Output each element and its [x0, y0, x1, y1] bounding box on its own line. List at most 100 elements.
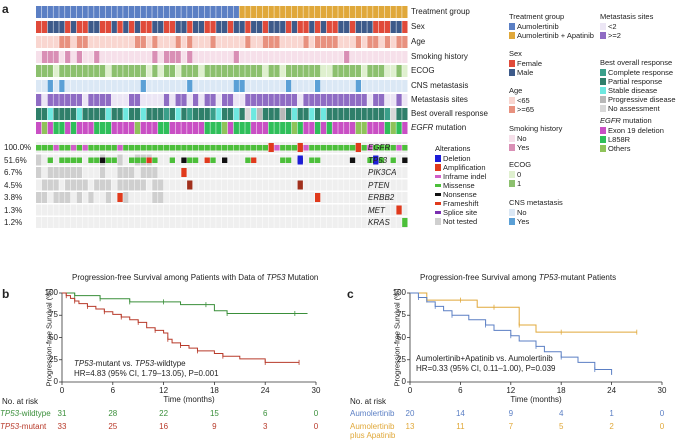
track-cell — [402, 6, 408, 18]
track-cell — [82, 108, 88, 120]
legend-title-text: Treatment group — [509, 12, 565, 21]
gene-cell — [256, 154, 263, 166]
gene-cell — [320, 217, 327, 228]
track-cell — [320, 65, 327, 77]
gene-mut — [105, 157, 112, 163]
gene-mut — [163, 145, 170, 151]
gene-cell — [175, 192, 181, 203]
track-cell — [163, 51, 170, 63]
egfr-suffix: mutation — [433, 123, 467, 132]
track-cell — [210, 51, 216, 63]
track-cell — [140, 21, 146, 33]
gene-cell — [99, 179, 106, 191]
track-cell — [134, 80, 141, 92]
track-cell — [344, 36, 350, 48]
track-cell — [390, 108, 396, 120]
gene-mut — [111, 157, 117, 163]
gene-special — [187, 180, 193, 190]
track-cell — [222, 36, 228, 48]
gene-mut — [99, 145, 106, 151]
gene-special — [297, 143, 303, 152]
legend-item: Stable disease — [608, 86, 658, 95]
gene-cell — [291, 154, 298, 166]
track-cell — [378, 122, 385, 134]
legend-item: Male — [517, 68, 534, 77]
gene-cell — [181, 179, 187, 191]
gene-cell — [65, 204, 71, 216]
track-cell — [239, 21, 245, 33]
track-cell — [41, 6, 48, 18]
track-cell — [117, 122, 123, 134]
track-cell — [338, 6, 344, 18]
gene-cell — [175, 217, 181, 228]
track-cell — [396, 36, 402, 48]
track-cell — [320, 108, 327, 120]
gene-cell — [198, 204, 205, 216]
track-cell — [251, 94, 257, 106]
gene-cell — [233, 192, 239, 203]
track-cell — [65, 65, 71, 77]
gene-cell — [361, 167, 367, 178]
gene-cell — [338, 167, 344, 178]
track-label: Metastasis sites — [411, 95, 468, 104]
legend-item: Inframe indel — [443, 172, 487, 181]
gene-cell — [222, 179, 228, 191]
track-cell — [36, 6, 42, 18]
gene-mut — [245, 145, 251, 151]
gene-cell — [117, 204, 123, 216]
track-cell — [36, 36, 42, 48]
legend-item: No — [517, 134, 527, 143]
track-cell — [152, 94, 158, 106]
track-cell — [280, 108, 286, 120]
track-cell — [175, 21, 181, 33]
track-cell — [251, 65, 257, 77]
track-cell — [111, 122, 117, 134]
gene-cell — [216, 179, 222, 191]
track-cell — [309, 6, 315, 18]
gene-cell — [332, 179, 338, 191]
gene-cell — [390, 204, 396, 216]
risk-title: No. at risk — [2, 397, 39, 406]
x-tick-label: 12 — [159, 386, 169, 395]
track-cell — [309, 51, 315, 63]
gene-cell — [134, 167, 141, 178]
track-cell — [146, 94, 152, 106]
track-cell — [326, 122, 332, 134]
track-cell — [262, 108, 268, 120]
track-cell — [256, 21, 263, 33]
gene-cell — [47, 204, 53, 216]
track-cell — [396, 94, 402, 106]
track-cell — [111, 108, 117, 120]
gene-mut — [280, 157, 286, 163]
gene-mut — [198, 145, 205, 151]
track-cell — [41, 108, 48, 120]
track-cell — [175, 65, 181, 77]
gene-cell — [53, 179, 59, 191]
track-label: Smoking history — [411, 52, 468, 61]
track-cell — [396, 6, 402, 18]
legend-swatch — [600, 136, 606, 143]
gene-cell — [326, 179, 332, 191]
track-cell — [70, 6, 77, 18]
legend-item: Frameshift — [443, 199, 479, 208]
track-cell — [245, 122, 251, 134]
track-cell — [82, 65, 88, 77]
gene-cell — [344, 204, 350, 216]
track-cell — [204, 65, 210, 77]
track-cell — [82, 122, 88, 134]
gene-mut — [140, 145, 146, 151]
gene-cell — [396, 179, 402, 191]
track-cell — [303, 51, 309, 63]
gene-cell — [146, 192, 152, 203]
track-cell — [59, 108, 65, 120]
track-cell — [227, 51, 234, 63]
track-cell — [175, 94, 181, 106]
gene-cell — [274, 192, 280, 203]
risk-value: 33 — [57, 422, 67, 431]
track-cell — [216, 80, 222, 92]
gene-cell — [222, 217, 228, 228]
gene-cell — [309, 217, 315, 228]
y-axis-label: Progression-free Survival (%) — [392, 288, 402, 386]
gene-cell — [402, 179, 408, 191]
track-cell — [65, 36, 71, 48]
